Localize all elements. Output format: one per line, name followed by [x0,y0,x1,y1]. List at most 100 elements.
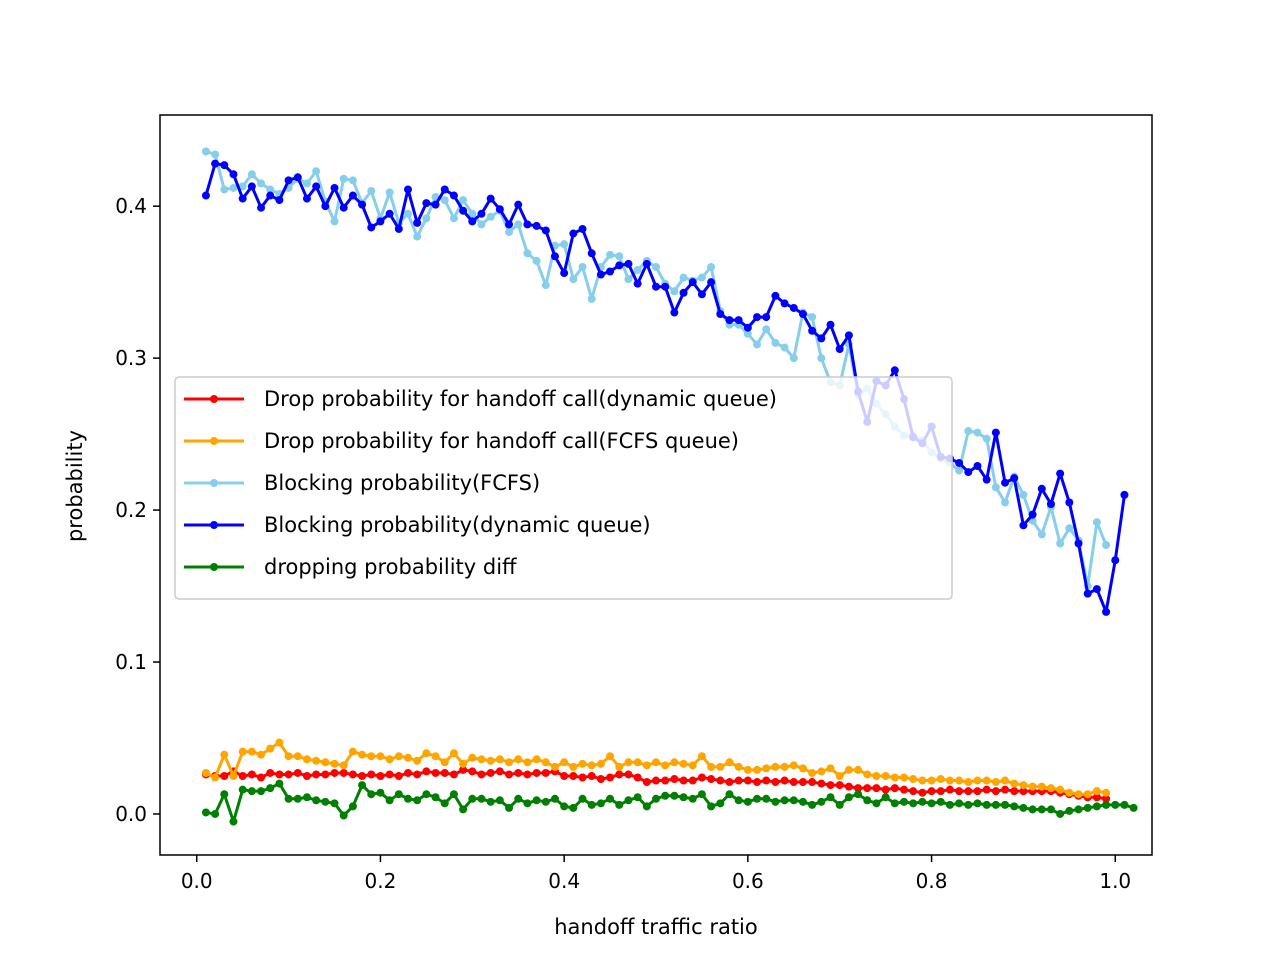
series-2-point-18 [358,750,367,759]
series-2-point-95 [1065,788,1074,797]
series-3-point-8 [266,185,275,194]
series-1-point-79 [918,788,927,797]
series-3-point-31 [477,220,486,229]
series-1-point-33 [495,767,504,776]
series-2-point-30 [468,753,477,762]
series-5-point-85 [973,799,982,808]
series-2-point-35 [514,755,523,764]
series-5-point-94 [1056,809,1065,818]
series-4-point-63 [771,291,780,300]
series-2-point-76 [890,773,899,782]
series-3-point-7 [257,179,266,188]
series-3-point-1 [201,147,210,156]
series-2-point-31 [477,755,486,764]
series-5-point-1 [201,808,210,817]
series-3-point-56 [707,262,716,271]
series-5-point-35 [514,794,523,803]
series-3-point-36 [523,249,532,258]
series-5-point-3 [220,790,229,799]
series-2-point-81 [936,775,945,784]
series-2-point-43 [587,761,596,770]
series-4-point-84 [964,468,973,477]
series-5-point-22 [394,790,403,799]
series-4-point-95 [1065,498,1074,507]
series-1-point-83 [955,787,964,796]
series-1-point-37 [532,768,541,777]
series-4-point-44 [596,270,605,279]
series-1-point-85 [973,787,982,796]
series-2-point-80 [927,776,936,785]
series-2-point-1 [201,768,210,777]
series-2-point-74 [872,771,881,780]
series-4-point-50 [652,282,660,291]
series-4-point-33 [495,205,504,214]
series-4-point-23 [404,185,412,194]
series-1-point-56 [707,775,716,784]
series-3-point-68 [817,354,826,363]
series-2-point-37 [532,755,541,764]
series-3-point-65 [789,354,798,363]
x-tick-label-4: 0.6 [732,869,764,893]
x-tick-label-6: 1.0 [1099,869,1131,893]
series-3-point-28 [449,214,458,223]
series-2-point-73 [863,770,872,779]
series-4-point-76 [890,366,899,375]
series-3-point-17 [348,176,357,185]
y-tick-label-1: 0.0 [115,802,147,826]
series-3-point-15 [330,217,339,226]
series-3-point-40 [560,240,569,249]
series-3-point-37 [532,256,541,265]
series-5-point-99 [1102,800,1111,809]
series-1-point-44 [596,775,605,784]
legend-label-5: dropping probability diff [264,555,517,579]
series-4-point-53 [679,288,688,297]
series-5-point-37 [532,796,541,805]
series-4-point-93 [1046,499,1055,508]
series-2-point-28 [449,749,458,758]
series-5-point-65 [789,796,798,805]
series-3-point-19 [367,186,376,195]
series-5-point-67 [808,800,817,809]
series-4-point-59 [734,316,743,325]
series-3-point-25 [422,214,431,223]
series-2-point-36 [523,758,532,767]
series-2-point-11 [293,752,302,761]
axes-layer: 0.0 0.2 0.4 0.6 0.8 1.0 0.0 0.1 0.2 0.3 0.4 [115,114,1153,893]
series-2-point-87 [991,778,1000,787]
series-1-point-31 [477,770,486,779]
series-1-point-68 [817,779,826,788]
series-4-point-56 [707,278,716,287]
series-3-point-88 [1001,498,1010,507]
legend-label-4: Blocking probability(dynamic queue) [264,513,651,537]
series-2-point-15 [330,759,339,768]
series-4-point-101 [1120,490,1129,499]
series-5-point-73 [863,796,872,805]
series-3-point-43 [587,294,596,303]
series-2 [201,738,1111,799]
y-tick-label-3: 0.2 [115,498,147,522]
x-tick-label-1: 0.0 [181,869,213,893]
series-3-point-99 [1102,541,1111,550]
series-4-point-21 [385,209,394,218]
series-1-point-41 [569,771,578,780]
series-5-point-16 [339,811,348,820]
series-4-point-30 [468,217,477,226]
series-3-point-34 [505,228,514,236]
series-4-point-42 [578,224,587,233]
series-2-point-88 [1001,776,1010,785]
series-5-point-41 [569,803,578,812]
series-2-point-40 [560,758,569,767]
series-4-point-14 [321,202,330,211]
series-1-point-13 [312,770,321,779]
series-1-point-40 [560,771,569,780]
series-4-point-32 [486,194,495,203]
series-4-point-88 [1001,478,1010,487]
series-5-point-7 [257,787,266,796]
series-5-point-55 [697,790,706,799]
series-3-point-86 [982,434,991,443]
series-2-point-97 [1083,790,1092,799]
series-3-point-52 [670,287,679,296]
legend-label-3: Blocking probability(FCFS) [264,471,540,495]
series-4-point-66 [798,310,807,319]
series-4 [201,159,1129,616]
